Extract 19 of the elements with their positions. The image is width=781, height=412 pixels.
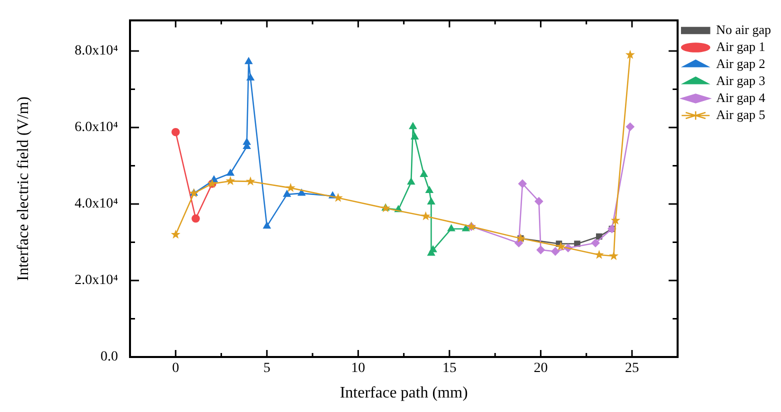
y-tick-label: 4.0x10⁴ — [74, 196, 118, 212]
legend-label: Air gap 3 — [716, 72, 766, 88]
x-tick-label: 15 — [442, 361, 456, 376]
legend-label: Air gap 1 — [716, 38, 766, 54]
x-tick-label: 5 — [263, 361, 270, 376]
legend-label: Air gap 5 — [716, 106, 766, 122]
legend-label: Air gap 4 — [716, 90, 766, 105]
y-tick-label: 8.0x10⁴ — [74, 44, 118, 59]
x-tick-label: 0 — [172, 361, 180, 376]
legend-label: Air gap 2 — [716, 56, 766, 71]
x-tick-label: 10 — [351, 361, 366, 376]
y-tick-label: 0.0 — [100, 350, 118, 365]
y-axis-title: Interface electric field (V/m) — [14, 96, 32, 281]
y-tick-label: 2.0x10⁴ — [74, 273, 118, 288]
x-tick-label: 25 — [624, 361, 639, 376]
y-tick-label: 6.0x10⁴ — [74, 120, 118, 136]
legend-label: No air gap — [716, 22, 772, 37]
x-tick-label: 20 — [534, 361, 548, 376]
x-axis-title: Interface path (mm) — [340, 384, 468, 402]
